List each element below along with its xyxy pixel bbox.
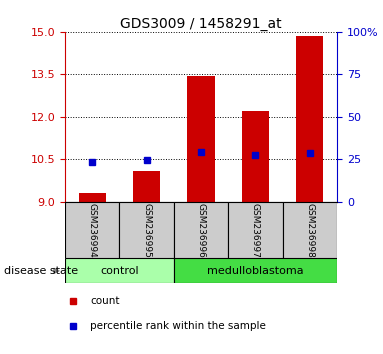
Bar xyxy=(174,258,337,283)
Text: GSM236997: GSM236997 xyxy=(251,202,260,258)
Bar xyxy=(283,202,337,258)
Text: GSM236998: GSM236998 xyxy=(305,202,314,258)
Bar xyxy=(65,202,119,258)
Text: GSM236996: GSM236996 xyxy=(196,202,206,258)
Text: GSM236995: GSM236995 xyxy=(142,202,151,258)
Bar xyxy=(174,202,228,258)
Text: control: control xyxy=(100,266,139,276)
Bar xyxy=(296,36,323,202)
Text: percentile rank within the sample: percentile rank within the sample xyxy=(90,321,266,331)
Bar xyxy=(119,202,174,258)
Bar xyxy=(65,258,174,283)
Bar xyxy=(228,202,283,258)
Bar xyxy=(133,171,160,202)
Title: GDS3009 / 1458291_at: GDS3009 / 1458291_at xyxy=(120,17,282,31)
Text: count: count xyxy=(90,296,119,306)
Text: disease state: disease state xyxy=(4,266,78,276)
Text: medulloblastoma: medulloblastoma xyxy=(207,266,304,276)
Bar xyxy=(79,193,106,202)
Text: GSM236994: GSM236994 xyxy=(88,203,97,257)
Bar xyxy=(188,76,214,202)
Bar xyxy=(242,111,269,202)
